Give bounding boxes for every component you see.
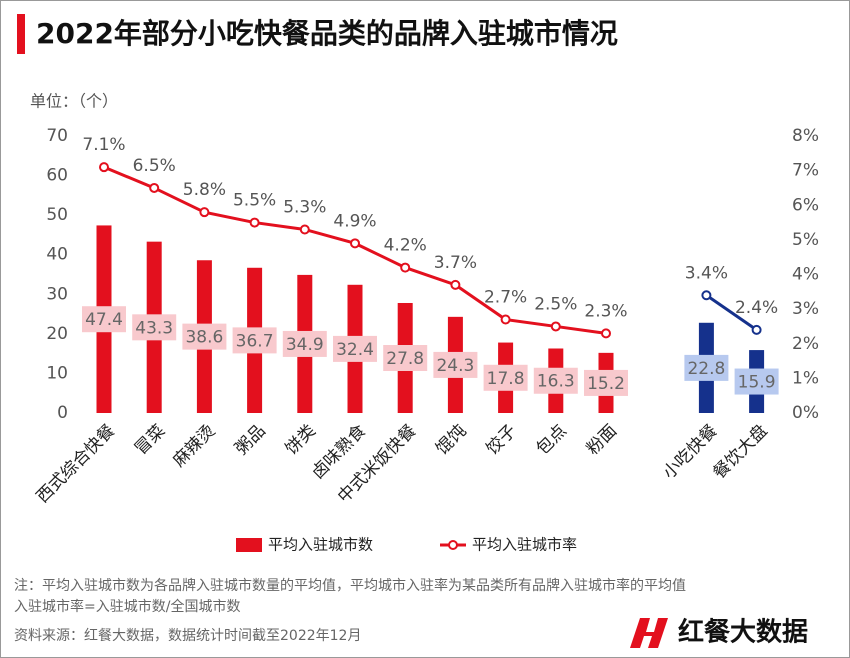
bar-label: 47.4 [85,310,123,330]
bar-label: 36.7 [236,331,274,351]
bar-label-box [433,351,478,378]
legend-swatch [236,538,262,552]
y-tick-label: 40 [46,245,68,265]
chart-title: 2022年部分小吃快餐品类的品牌入驻城市情况 [36,17,618,50]
y-tick-label: 30 [46,284,68,304]
line-label: 3.7% [434,253,477,273]
bar-label-box [533,367,578,394]
logo: 红餐大数据 [678,617,808,648]
bar-label-box [182,323,227,350]
legend-label: 平均入驻城市率 [472,536,577,554]
line-point [601,328,611,339]
line-point [400,262,411,273]
bar-label-box [282,330,327,357]
line-point [249,217,260,228]
note: 注：平均入驻城市数为各品牌入驻城市数量的平均值，平均城市入驻率为某品类所有品牌入… [14,577,686,594]
bar-label: 16.3 [537,372,575,392]
y2-tick-label: 6% [792,195,819,215]
bar-label: 32.4 [336,340,374,360]
y-tick-label: 70 [46,126,68,146]
line-point [350,238,360,249]
y2-tick-label: 8% [792,126,819,146]
y2-tick-label: 4% [792,265,819,285]
bar-label-box [734,368,779,395]
line [705,294,758,332]
bar-label-box [684,354,729,381]
note: 入驻城市率=入驻城市数/全国城市数 [14,598,240,615]
line-label: 2.3% [584,301,627,321]
bar-label: 27.8 [386,349,424,369]
line-label: 6.5% [133,156,176,176]
y-tick-label: 50 [46,205,68,225]
y2-tick-label: 5% [792,230,819,250]
line-point [751,324,762,335]
bar-label-box [383,344,428,371]
source: 资料来源：红餐大数据，数据统计时间截至2022年12月 [14,628,361,644]
line-point [500,314,511,325]
line-label: 7.1% [82,135,125,155]
line-label: 5.5% [233,191,276,211]
bar-label: 38.6 [185,328,223,348]
logo-icon [630,618,668,648]
y2-tick-label: 0% [792,403,819,423]
line-label: 2.5% [534,294,577,314]
unit-label: 单位：（个） [30,92,118,111]
bar-label: 15.2 [587,374,625,394]
line-point [550,321,561,332]
line-label: 5.8% [183,180,226,200]
line-label: 4.2% [384,236,427,256]
line-point [450,279,461,290]
y2-tick-label: 3% [792,299,819,319]
line-label: 2.4% [735,298,778,318]
legend-swatch [448,540,458,550]
bar-label: 17.8 [487,369,525,389]
legend-label: 平均入驻城市数 [268,536,373,554]
bar-label: 15.9 [738,373,776,393]
y2-tick-label: 2% [792,334,819,354]
line-point [99,162,109,173]
y2-tick-label: 1% [792,368,819,388]
line-point [149,182,160,193]
bar-label: 22.8 [687,359,725,379]
title-bar [17,14,25,54]
y2-tick-label: 7% [792,161,819,181]
line-point [199,207,210,218]
y-tick-label: 20 [46,324,68,344]
line-label: 5.3% [283,197,326,217]
bar-label: 43.3 [135,318,173,338]
bar-label-box [82,306,126,333]
bar-label-box [232,327,277,354]
y-tick-label: 0 [57,403,68,423]
bar-label-box [483,364,528,391]
bar-label: 34.9 [286,335,324,355]
bar-label: 24.3 [436,356,474,376]
line-label: 2.7% [484,288,527,308]
bar-label-box [333,335,377,362]
y-tick-label: 60 [46,166,68,186]
bar-label-box [584,369,628,396]
y-tick-label: 10 [46,363,68,383]
line-point [299,224,310,235]
line-point [701,290,712,301]
line-label: 3.4% [685,263,728,283]
line-label: 4.9% [333,211,376,231]
bar-label-box [132,314,177,341]
